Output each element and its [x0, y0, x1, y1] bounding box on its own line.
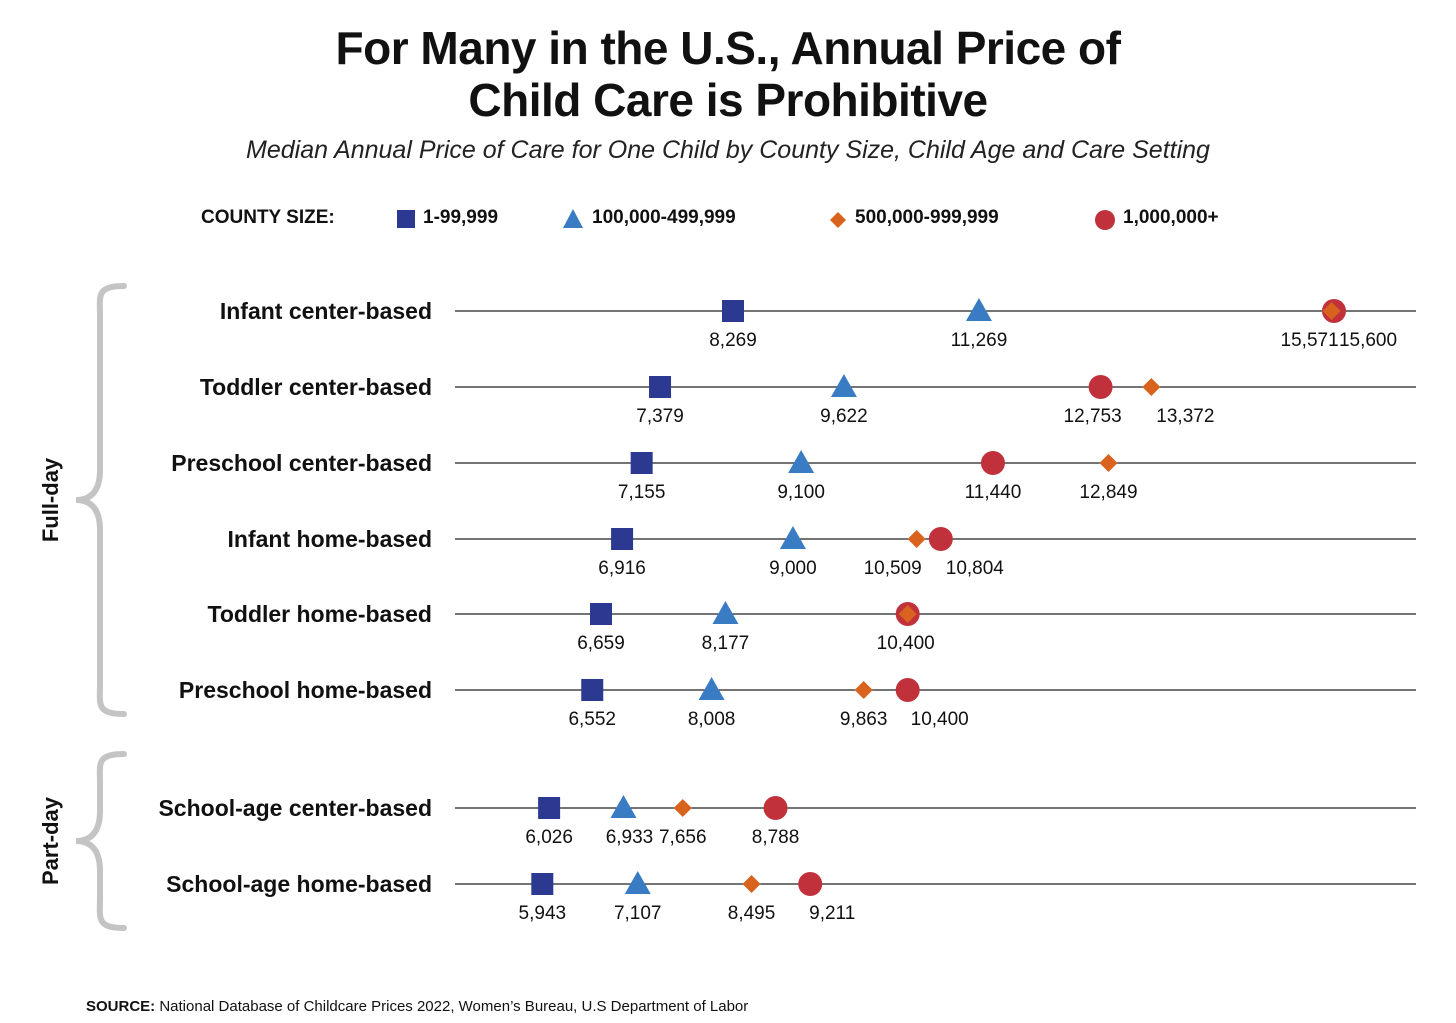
circle-marker [1088, 375, 1113, 399]
data-label: 7,656 [659, 827, 707, 848]
triangle-marker [610, 795, 637, 818]
row-label: School-age home-based [166, 871, 432, 897]
data-label: 6,659 [577, 633, 625, 654]
data-label: 7,107 [614, 903, 662, 924]
legend-label-series-3: 500,000-999,999 [855, 207, 999, 228]
part-day-group-brace [75, 751, 127, 931]
data-label: 10,509 [864, 558, 922, 579]
data-label: 9,622 [820, 406, 868, 427]
chart-subtitle: Median Annual Price of Care for One Chil… [246, 136, 1210, 164]
data-label: 8,008 [688, 709, 736, 730]
data-label: 8,788 [752, 827, 800, 848]
data-label: 15,600 [1339, 330, 1397, 351]
chart-rows: Infant center-based Toddler center-based P… [158, 298, 1416, 897]
diamond-marker [898, 605, 917, 623]
chart-title-line-1: For Many in the U.S., Annual Price of [335, 22, 1121, 74]
data-label: 10,804 [946, 558, 1005, 579]
triangle-marker [965, 298, 992, 321]
square-marker [649, 376, 672, 398]
data-label: 6,933 [606, 827, 654, 848]
square-marker [611, 528, 634, 550]
row-label: Preschool center-based [171, 450, 432, 476]
legend-label-series-1: 1-99,999 [423, 207, 499, 228]
triangle-marker [712, 601, 739, 624]
chart-title-line-2: Child Care is Prohibitive [468, 74, 988, 126]
source-text: National Database of Childcare Prices 20… [155, 998, 749, 1015]
triangle-marker [624, 871, 651, 894]
data-label: 9,863 [840, 709, 888, 730]
row-label: Toddler home-based [208, 601, 433, 627]
row-label: Infant home-based [228, 526, 432, 552]
square-marker [722, 300, 744, 322]
triangle-marker [830, 374, 857, 397]
circle-marker [763, 796, 788, 820]
row-label: School-age center-based [158, 795, 432, 821]
diamond-marker [1142, 378, 1161, 396]
part-day-group-label: Part-day [38, 796, 63, 885]
diamond-marker [854, 681, 873, 699]
triangle-marker [779, 526, 806, 549]
data-label: 13,372 [1156, 406, 1214, 427]
data-label: 10,400 [911, 709, 969, 730]
data-label: 8,177 [702, 633, 750, 654]
data-label: 9,000 [769, 558, 817, 579]
square-marker [630, 452, 653, 474]
data-label: 5,943 [519, 903, 567, 924]
diamond-marker [1322, 302, 1341, 320]
group-braces: Full-day Part-day [38, 283, 127, 931]
diamond-marker [742, 875, 761, 893]
data-label: 9,211 [809, 903, 855, 924]
square-marker [538, 797, 561, 819]
legend-markers [397, 209, 1115, 230]
diamond-marker [1099, 454, 1118, 472]
legend-diamond-icon [830, 212, 846, 228]
data-label: 7,155 [618, 482, 666, 503]
data-label: 12,849 [1079, 482, 1137, 503]
row-label: Infant center-based [220, 298, 432, 324]
data-label: 12,753 [1064, 406, 1122, 427]
triangle-marker [698, 677, 725, 700]
source-note: SOURCE: National Database of Childcare P… [86, 998, 748, 1015]
row-label: Toddler center-based [200, 374, 432, 400]
legend-title: COUNTY SIZE: [201, 207, 335, 228]
legend-square-icon [397, 210, 415, 228]
data-label: 8,495 [728, 903, 776, 924]
square-marker [531, 873, 554, 895]
chart-marks: 8,269 7,379 7,155 6,916 6,659 6,552 6,026 5,943… [519, 298, 1397, 924]
data-label: 15,571 [1281, 330, 1339, 351]
data-label: 11,440 [965, 482, 1022, 503]
circle-marker [798, 872, 823, 896]
legend: COUNTY SIZE: 1-99,999 100,000-499,999 50… [0, 204, 1456, 234]
legend-label-series-2: 100,000-499,999 [592, 207, 736, 228]
data-label: 9,100 [777, 482, 825, 503]
full-day-group-label: Full-day [38, 457, 63, 542]
diamond-marker [673, 799, 692, 817]
circle-marker [980, 451, 1005, 475]
diamond-marker [907, 530, 926, 548]
square-marker [590, 603, 613, 625]
chart-title: For Many in the U.S., Annual Price of Ch… [0, 22, 1456, 126]
source-label: SOURCE: [86, 998, 156, 1015]
circle-marker [895, 678, 920, 702]
data-label: 7,379 [636, 406, 684, 427]
data-label: 6,552 [568, 709, 616, 730]
full-day-group-brace [75, 283, 127, 717]
data-label: 11,269 [951, 330, 1008, 351]
row-label: Preschool home-based [179, 677, 432, 703]
circle-marker [928, 527, 953, 551]
data-label: 6,916 [598, 558, 646, 579]
legend-label-series-4: 1,000,000+ [1123, 207, 1219, 228]
data-label: 8,269 [709, 330, 757, 351]
square-marker [581, 679, 604, 701]
data-label: 10,400 [877, 633, 935, 654]
data-label: 6,026 [525, 827, 573, 848]
legend-triangle-icon [563, 209, 583, 228]
legend-circle-icon [1095, 210, 1115, 230]
triangle-marker [788, 450, 815, 473]
